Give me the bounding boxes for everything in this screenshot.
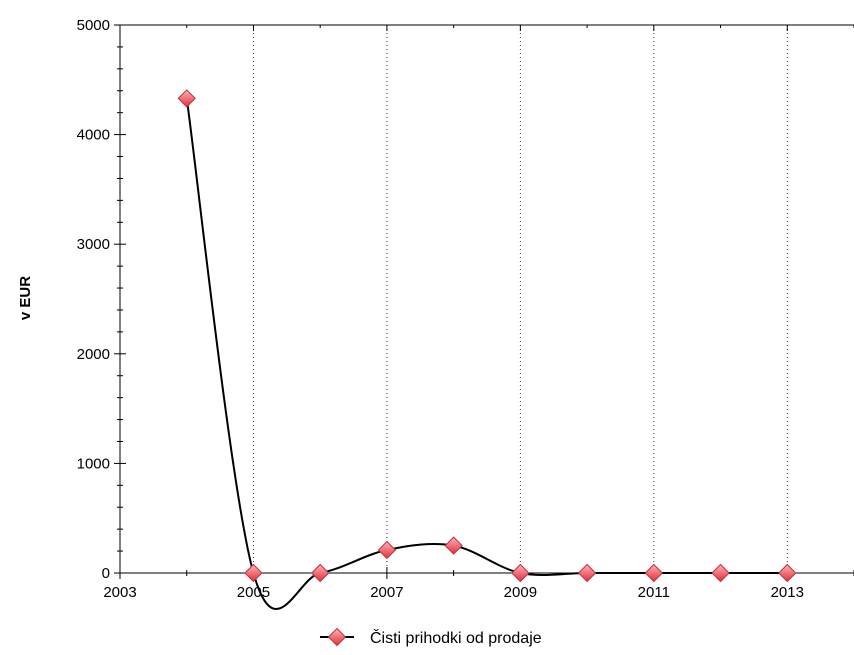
axes: [114, 24, 854, 579]
data-point-2005: [244, 563, 263, 583]
data-point-2006: [310, 563, 330, 583]
data-point-2009: [511, 563, 530, 583]
x-tick-label-2013: 2013: [771, 584, 804, 601]
x-tick-label-2011: 2011: [638, 584, 670, 601]
series-line-0: [185, 98, 788, 610]
y-tick-label-5000: 5000: [77, 17, 110, 34]
data-point-2008: [444, 536, 463, 555]
grid-lines: [252, 25, 788, 573]
data-point-2010: [577, 563, 597, 583]
x-tick-label-2003: 2003: [103, 584, 136, 601]
data-point-2012: [711, 563, 730, 583]
legend: Čisti prihodki od prodaje: [320, 627, 542, 647]
series-line-group: [177, 89, 797, 610]
y-tick-label-3000: 3000: [77, 236, 110, 253]
data-point-2013: [778, 563, 797, 583]
y-tick-labels: 0 1000 2000 3000 4000 5000: [77, 17, 110, 582]
y-tick-label-1000: 1000: [77, 455, 110, 472]
x-tick-label-2009: 2009: [504, 584, 537, 601]
y-tick-label-4000: 4000: [77, 127, 110, 144]
y-tick-label-0: 0: [102, 565, 110, 582]
y-tick-label-2000: 2000: [77, 346, 110, 363]
legend-label: Čisti prihodki od prodaje: [370, 628, 542, 647]
x-tick-label-2007: 2007: [370, 584, 403, 601]
x-tick-label-2005: 2005: [237, 584, 270, 601]
legend-marker-swatch: [327, 627, 347, 647]
y-axis-title: v EUR: [17, 276, 34, 320]
x-tick-labels: 2003 2005 2007 2009 2011 2013: [103, 584, 804, 601]
data-point-2007: [377, 540, 397, 560]
data-point-2011: [644, 563, 664, 583]
data-point-2004: [177, 89, 196, 108]
